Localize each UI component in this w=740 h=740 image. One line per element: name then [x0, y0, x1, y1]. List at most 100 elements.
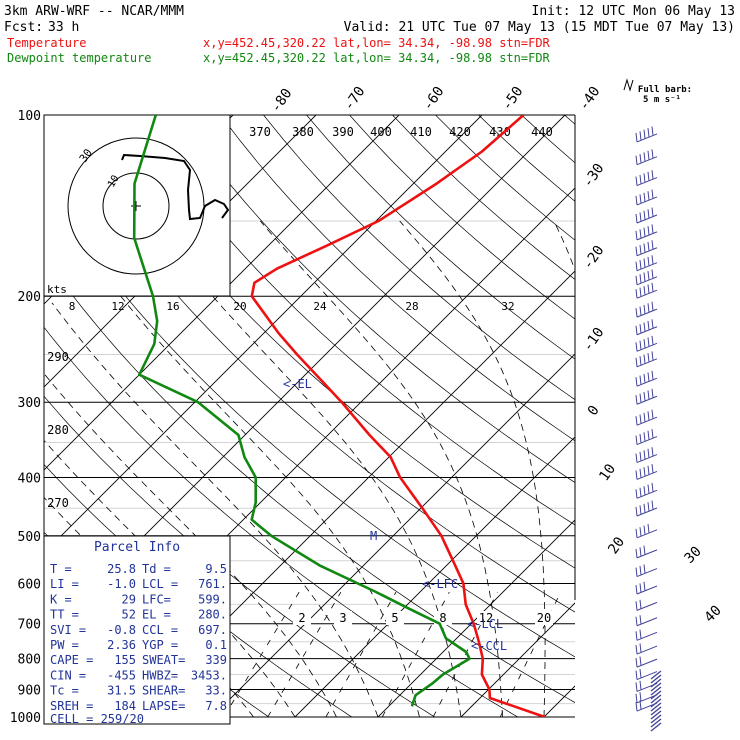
isotherm-label: 30	[682, 544, 705, 567]
wind-barb-flag	[635, 357, 638, 367]
wind-barb-flag	[643, 581, 646, 591]
wind-barb-flag	[639, 656, 642, 666]
wind-barb-flag	[639, 565, 642, 576]
parcel-value: 52	[122, 608, 136, 622]
mixing-ratio-label-bg	[334, 611, 352, 625]
isotherm-label: 20	[605, 534, 628, 557]
diagram-labels: 8 12 16 20 24 28 32-80 -70 -60 -50 -40-30-20-10010…	[47, 84, 725, 626]
parcel-cell: CELL = 259/20	[50, 712, 144, 726]
wind-barb-surface	[650, 714, 662, 724]
wind-barb-shaft	[636, 308, 658, 318]
wind-barb-flag	[651, 255, 654, 265]
wind-barb	[635, 429, 658, 445]
wind-barb-flag	[635, 548, 638, 558]
wind-barb	[635, 500, 658, 517]
wind-barb	[635, 240, 658, 257]
wind-barb-flag	[643, 391, 646, 402]
level-marker: <-LCL	[467, 617, 503, 631]
wind-barb-flag	[635, 616, 638, 626]
valid-time: Valid: 21 UTC Tue 07 May 13 (15 MDT Tue …	[344, 20, 735, 35]
parcel-value: -0.8	[107, 623, 136, 637]
wind-barb	[635, 388, 658, 405]
wind-barb	[635, 615, 658, 627]
wind-barb-flag	[651, 207, 654, 217]
dry-adiabat	[263, 115, 575, 401]
wind-barb-shaft	[636, 529, 658, 539]
isotherm-label: -20	[580, 243, 608, 273]
parcel-value: 184	[114, 699, 136, 713]
wind-barb-flag	[635, 601, 638, 611]
wind-barb-flag	[635, 213, 638, 224]
wind-barb-flag	[647, 390, 650, 400]
wind-barb-flag	[647, 465, 650, 475]
wind-barb-shaft	[636, 436, 658, 445]
wind-barb-flag	[639, 599, 642, 609]
wind-barb-shaft	[636, 507, 658, 517]
dry-adiabat	[220, 115, 575, 442]
wind-barb-flag	[635, 567, 638, 577]
parcel-key: Td =	[142, 562, 171, 576]
isotherm	[460, 602, 575, 717]
dry-adiabat	[91, 115, 575, 569]
wind-barb	[635, 545, 658, 559]
parcel-value: 339	[205, 653, 227, 667]
wind-barb-flag	[643, 152, 646, 162]
parcel-info-panel: Parcel Info T = 25.8 Td = 9.5 LI = -1.0 LCL = 76…	[43, 535, 231, 726]
wind-barb-flag	[635, 289, 638, 299]
wind-barb-shaft	[636, 289, 658, 299]
wind-barb	[635, 581, 658, 595]
wind-barb-flag	[635, 584, 638, 595]
wind-barb-surface	[650, 722, 662, 732]
wind-barb-flag	[651, 429, 654, 439]
mixing-ratio-label-bg	[293, 611, 311, 625]
wind-barb-flag	[651, 370, 654, 380]
pressure-tick-label: 500	[18, 530, 41, 545]
wind-barb-shaft	[636, 568, 658, 578]
temperature-location: x,y=452.45,320.22 lat,lon= 34.34, -98.98…	[203, 36, 551, 50]
dry-adiabat	[478, 115, 575, 202]
wind-barb-flag	[635, 528, 638, 538]
wind-barb-shaft	[636, 247, 658, 257]
wind-barb-flag	[639, 451, 642, 462]
parcel-key: Tc =	[50, 684, 79, 698]
isentrope-label: 440	[531, 125, 553, 139]
hodograph-x-tick: 32	[501, 300, 514, 313]
wind-barb-flag	[647, 226, 650, 236]
dry-adiabat	[44, 255, 575, 703]
isentrope-label: 420	[449, 125, 471, 139]
wind-barb-shaft	[636, 177, 658, 187]
wind-barb-surface	[650, 718, 662, 728]
isotherm	[44, 115, 400, 471]
wind-barb-flag	[647, 191, 650, 201]
dry-adiabat	[44, 182, 575, 658]
parcel-value: 0.1	[205, 638, 227, 652]
parcel-key: LAPSE=	[142, 699, 185, 713]
wind-barb	[635, 224, 658, 241]
wind-barb-flag	[639, 194, 642, 204]
dry-adiabat	[736, 115, 740, 717]
hodograph-ring-label: 30	[77, 146, 95, 164]
wind-barb-flag	[635, 325, 638, 335]
hodograph-x-tick: 28	[405, 300, 418, 313]
wind-barb-flag	[639, 643, 642, 653]
wind-barb-flag	[635, 470, 638, 480]
wind-barb-flag	[647, 270, 650, 281]
hodograph-x-tick: 16	[166, 300, 179, 313]
wind-barb-flag	[639, 260, 642, 270]
parcel-value: 31.5	[107, 684, 136, 698]
parcel-value: -455	[107, 668, 136, 682]
wind-barb-shaft	[636, 395, 658, 405]
mixing-ratio-line	[267, 591, 342, 717]
wind-barbs	[623, 78, 662, 732]
parcel-key: SREH =	[50, 699, 93, 713]
dry-adiabat	[392, 115, 575, 280]
wind-barb-flag	[639, 245, 642, 255]
wind-barb	[635, 523, 658, 539]
wind-barb-flag	[643, 258, 646, 268]
wind-barb	[635, 409, 658, 426]
wind-barb-flag	[647, 303, 650, 313]
moist-adiabat	[44, 372, 337, 717]
isentrope-label: 430	[489, 125, 511, 139]
wind-barb	[635, 564, 658, 578]
wind-barb-flag	[647, 209, 650, 219]
